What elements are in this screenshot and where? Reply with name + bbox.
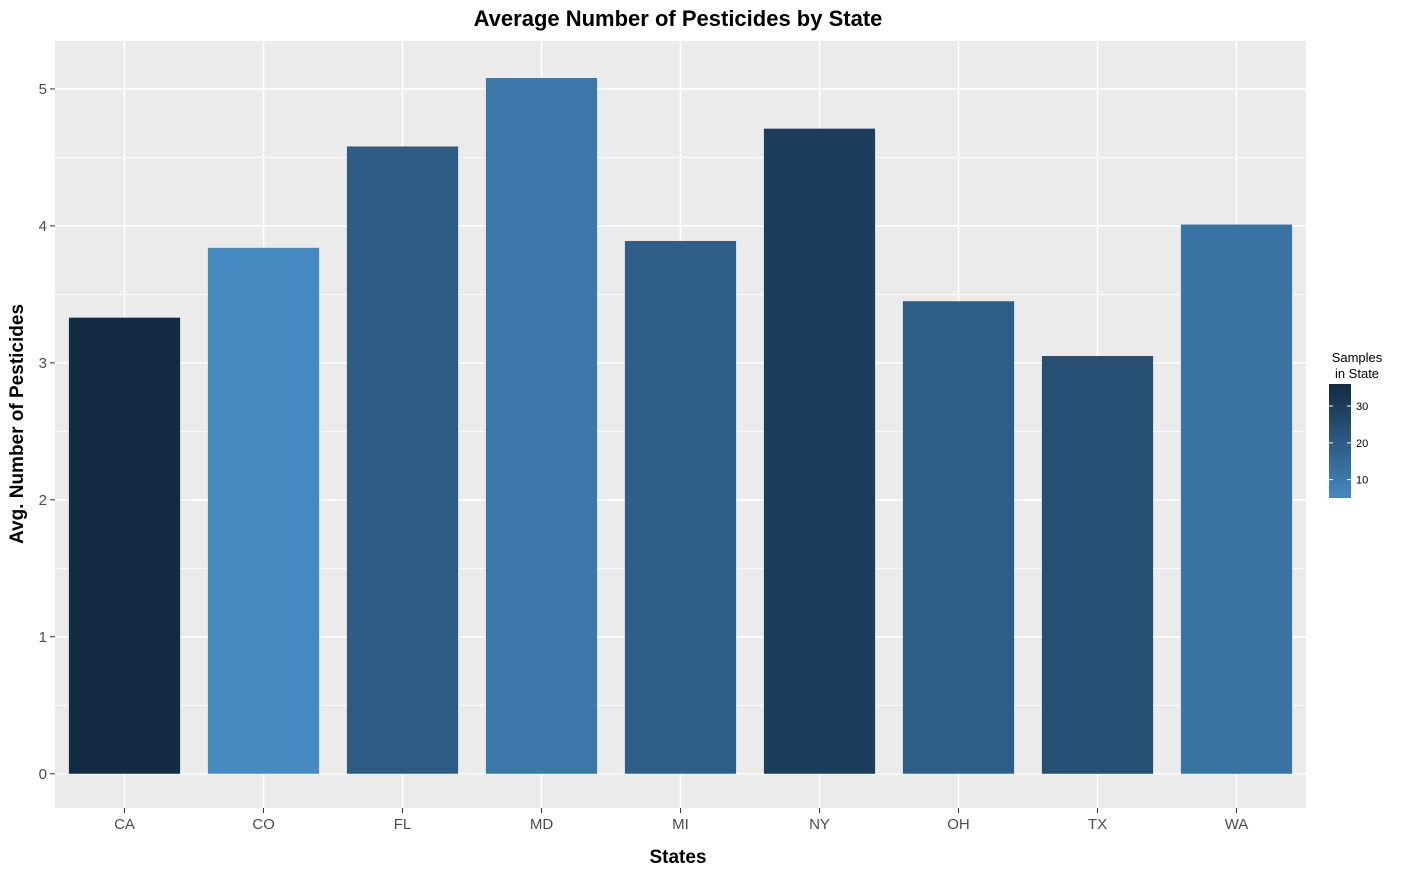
y-axis-title: Avg. Number of Pesticides: [7, 304, 28, 544]
bar-mi: [624, 240, 737, 774]
x-axis: CA CO FL MD MI NY OH TX WA: [114, 808, 1248, 833]
x-tick-label-wa: WA: [1225, 816, 1249, 833]
x-tick-label-ca: CA: [114, 816, 135, 833]
legend-title-line-1: Samples: [1332, 350, 1383, 365]
x-tick-label-mi: MI: [672, 816, 689, 833]
legend-tick-label: 20: [1356, 438, 1368, 450]
y-tick-label: 3: [39, 355, 47, 372]
bar-fl: [346, 146, 459, 774]
legend-colorbar: [1329, 384, 1351, 498]
bar-oh: [902, 301, 1015, 774]
x-tick-label-co: CO: [252, 816, 275, 833]
y-tick-label: 0: [39, 766, 47, 783]
legend-tick-label: 10: [1356, 475, 1368, 487]
x-axis-title: States: [649, 847, 706, 868]
legend-tick-label: 30: [1356, 401, 1368, 413]
bar-co: [207, 247, 320, 774]
x-tick-label-md: MD: [530, 816, 553, 833]
bar-ca: [68, 317, 181, 774]
legend: Samples in State 10 20 30: [1329, 350, 1383, 498]
x-tick-label-ny: NY: [809, 816, 830, 833]
y-tick-label: 5: [39, 81, 47, 98]
bar-tx: [1041, 356, 1154, 774]
y-axis: 0 1 2 3 4 5: [39, 81, 55, 783]
chart-title: Average Number of Pesticides by State: [474, 6, 883, 31]
legend-ticks: 10 20 30: [1329, 401, 1368, 487]
x-tick-label-fl: FL: [394, 816, 412, 833]
x-tick-label-tx: TX: [1088, 816, 1107, 833]
y-tick-label: 2: [39, 492, 47, 509]
y-tick-label: 4: [39, 218, 47, 235]
legend-title-line-2: in State: [1335, 366, 1379, 381]
bar-wa: [1180, 224, 1293, 774]
y-tick-label: 1: [39, 629, 47, 646]
bars: [68, 77, 1293, 774]
bar-md: [485, 77, 598, 774]
x-tick-label-oh: OH: [947, 816, 970, 833]
bar-ny: [763, 128, 876, 774]
